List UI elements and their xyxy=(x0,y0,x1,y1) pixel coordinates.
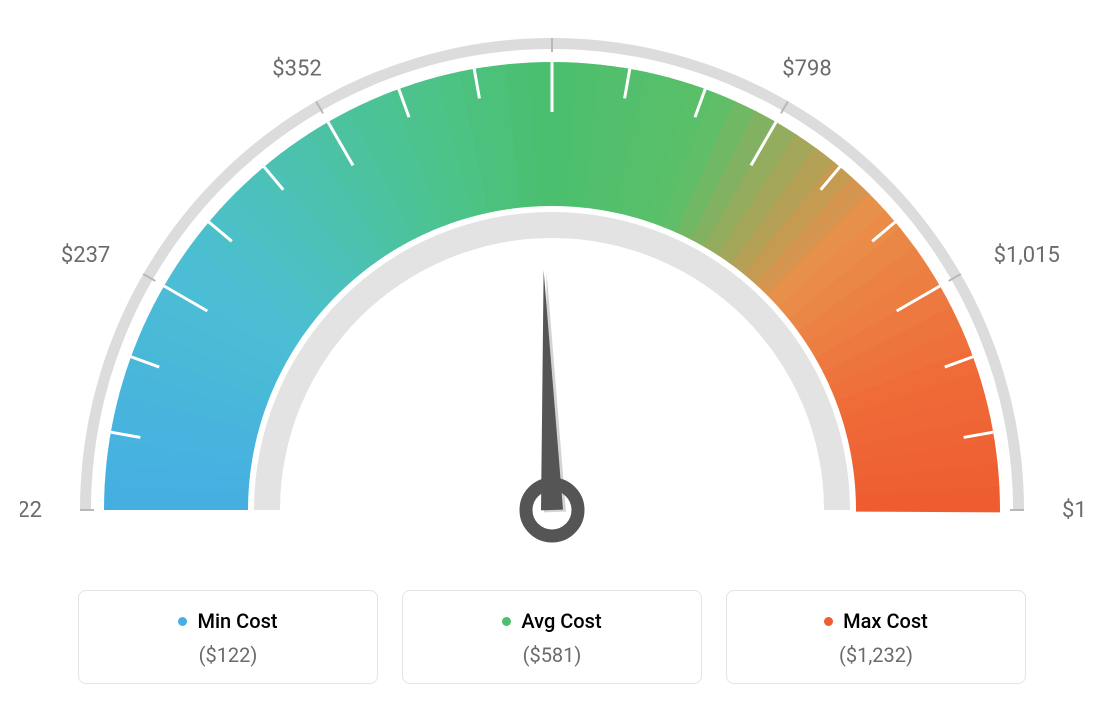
legend-card-avg: Avg Cost ($581) xyxy=(402,590,702,684)
legend-card-max: Max Cost ($1,232) xyxy=(726,590,1026,684)
legend-title-avg: Avg Cost xyxy=(502,609,601,633)
legend-title-max: Max Cost xyxy=(824,609,928,633)
legend-label: Avg Cost xyxy=(521,609,601,633)
svg-text:$798: $798 xyxy=(782,56,831,81)
legend-card-min: Min Cost ($122) xyxy=(78,590,378,684)
legend-label: Min Cost xyxy=(197,609,277,633)
dot-icon xyxy=(824,617,833,626)
legend-title-min: Min Cost xyxy=(178,609,277,633)
svg-text:$237: $237 xyxy=(61,243,110,268)
legend-label: Max Cost xyxy=(843,609,928,633)
gauge-svg: $122$237$352$581$798$1,015$1,232 xyxy=(20,20,1084,580)
svg-text:$122: $122 xyxy=(20,498,42,523)
svg-text:$1,015: $1,015 xyxy=(994,243,1060,268)
svg-text:$1,232: $1,232 xyxy=(1062,498,1084,523)
svg-text:$352: $352 xyxy=(272,56,321,81)
legend-value: ($1,232) xyxy=(727,643,1025,667)
legend-row: Min Cost ($122) Avg Cost ($581) Max Cost… xyxy=(20,590,1084,684)
gauge-chart: $122$237$352$581$798$1,015$1,232 xyxy=(20,20,1084,580)
dot-icon xyxy=(502,617,511,626)
dot-icon xyxy=(178,617,187,626)
legend-value: ($122) xyxy=(79,643,377,667)
legend-value: ($581) xyxy=(403,643,701,667)
